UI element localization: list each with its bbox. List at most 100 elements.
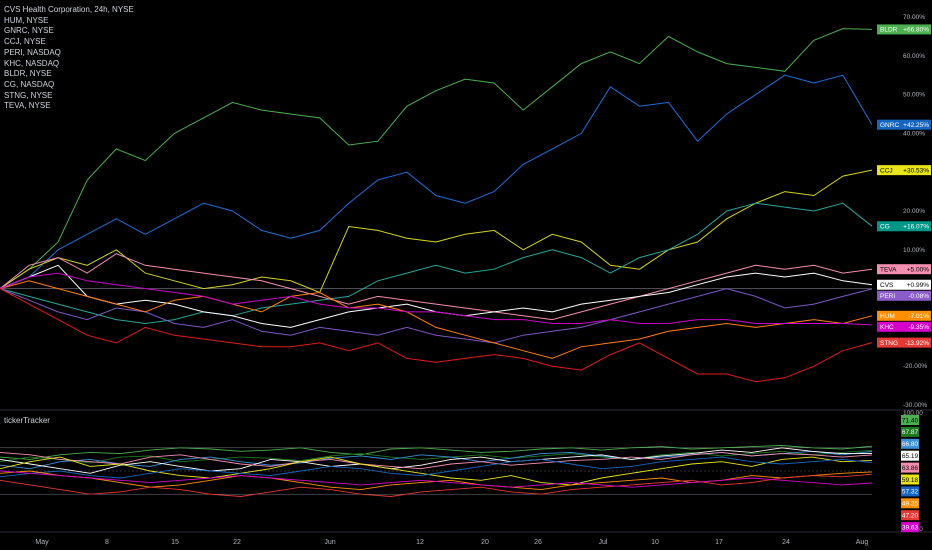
indicator-y-tick: 100.00 (903, 410, 923, 417)
ticker-badge (877, 24, 901, 35)
legend-item[interactable]: CG, NASDAQ (4, 79, 55, 89)
indicator-line[interactable] (0, 445, 873, 460)
value-badge (901, 221, 931, 232)
ticker-label: CVS (880, 282, 894, 289)
series-line-hum[interactable] (0, 280, 873, 359)
x-tick-label: 20 (481, 539, 489, 546)
legend-item[interactable]: HUM, NYSE (4, 15, 49, 25)
indicator-badge (901, 462, 919, 473)
indicator-badge (901, 522, 919, 533)
indicator-line[interactable] (0, 456, 873, 486)
y-tick-label: 20.00% (903, 208, 925, 215)
indicator-badge-label: 67.87 (902, 429, 919, 436)
indicator-line[interactable] (0, 470, 873, 488)
ticker-badge (877, 221, 901, 232)
indicator-value-tag[interactable]: 71.40 (901, 415, 919, 425)
value-label: +16.07% (903, 224, 929, 231)
x-tick-label: 22 (233, 539, 241, 546)
indicator-badge (901, 415, 919, 425)
ticker-label: HUM (880, 313, 895, 320)
series-line-khc[interactable] (0, 272, 873, 326)
indicator-value-tag[interactable]: 67.87 (901, 426, 919, 437)
legend-item[interactable]: STNG, NYSE (4, 90, 53, 100)
y-tick-label: -20.00% (903, 363, 927, 370)
y-tick-label: 40.00% (903, 130, 925, 137)
ticker-badge (877, 337, 901, 348)
value-badge (901, 264, 931, 275)
x-tick-label: 17 (715, 539, 723, 546)
series-line-cg[interactable] (0, 202, 873, 325)
value-badge (901, 24, 931, 35)
indicator-title[interactable]: tickerTracker (4, 416, 50, 425)
y-tick-label: 70.00% (903, 14, 925, 21)
price-tag-hum[interactable]: HUM -7.01% (877, 310, 931, 321)
indicator-line[interactable] (0, 447, 873, 474)
series-line-teva[interactable] (0, 253, 873, 321)
y-tick-label: 10.00% (903, 247, 925, 254)
series-line-stng[interactable] (0, 288, 873, 383)
y-tick-label: 60.00% (903, 53, 925, 60)
price-tag-ccj[interactable]: CCJ +30.53% (877, 165, 931, 176)
ticker-label: KHC (880, 324, 894, 331)
indicator-line[interactable] (0, 473, 873, 497)
indicator-line[interactable] (0, 470, 873, 491)
legend: CVS Health Corporation, 24h, NYSE HUM, N… (4, 5, 134, 112)
ticker-badge (877, 321, 901, 332)
series-line-gnrc[interactable] (0, 74, 873, 290)
series-line-bldr[interactable] (0, 28, 873, 290)
indicator-badge-label: 66.80 (902, 441, 919, 448)
price-tag-khc[interactable]: KHC -9.35% (877, 321, 931, 332)
indicator-badge-label: 59.18 (902, 477, 919, 484)
value-label: +5.00% (907, 267, 929, 274)
price-tag-cg[interactable]: CG +16.07% (877, 221, 931, 232)
ticker-label: PERI (880, 293, 895, 300)
series-line-ccj[interactable] (0, 169, 873, 294)
legend-item-main[interactable]: CVS Health Corporation, 24h, NYSE (4, 5, 134, 14)
ticker-badge (877, 290, 901, 301)
x-tick-label: 26 (534, 539, 542, 546)
value-badge (901, 321, 931, 332)
indicator-value-tag[interactable]: 63.86 (901, 462, 919, 473)
indicator-line[interactable] (0, 451, 873, 470)
legend-item[interactable]: GNRC, NYSE (4, 26, 54, 36)
indicator-badge-label: 57.32 (902, 489, 919, 496)
value-label: -13.92% (905, 340, 929, 347)
value-badge (901, 279, 931, 290)
indicator-pane (0, 445, 873, 497)
main-pane (0, 28, 873, 383)
axes: 70.00%60.00%50.00%40.00%30.00%20.00%10.0… (0, 14, 932, 546)
legend-item[interactable]: TEVA, NYSE (4, 101, 51, 111)
price-tag-teva[interactable]: TEVA +5.00% (877, 264, 931, 275)
ticker-label: BLDR (880, 27, 898, 34)
indicator-badge (901, 498, 919, 509)
indicator-value-tag[interactable]: 47.20 (901, 510, 919, 521)
legend-item[interactable]: PERI, NASDAQ (4, 47, 61, 57)
series-line-cvs[interactable] (0, 264, 873, 328)
price-tag-peri[interactable]: PERI -0.08% (877, 290, 931, 301)
indicator-badge (901, 510, 919, 521)
legend-item[interactable]: KHC, NASDAQ (4, 58, 60, 68)
legend-item[interactable]: BLDR, NYSE (4, 69, 52, 79)
ticker-label: GNRC (880, 122, 899, 129)
indicator-line[interactable] (0, 456, 873, 479)
indicator-value-tag[interactable]: 39.63 (901, 522, 919, 533)
indicator-value-tag[interactable]: 65.19 (901, 450, 919, 461)
indicator-badge-label: 63.86 (902, 465, 919, 472)
legend-item[interactable]: CCJ, NYSE (4, 37, 46, 47)
indicator-badge (901, 438, 919, 449)
price-tag-gnrc[interactable]: GNRC +42.25% (877, 119, 931, 130)
value-badge (901, 310, 931, 321)
indicator-value-tag[interactable]: 49.25 (901, 498, 919, 509)
ticker-badge (877, 310, 901, 321)
x-tick-label: 15 (171, 539, 179, 546)
price-tag-bldr[interactable]: BLDR +66.80% (877, 24, 931, 35)
value-label: +66.80% (903, 27, 929, 34)
price-tag-cvs[interactable]: CVS +0.99% (877, 279, 931, 290)
indicator-line[interactable] (0, 449, 873, 464)
ticker-label: CCJ (880, 167, 893, 174)
indicator-value-tag[interactable]: 57.32 (901, 486, 919, 497)
indicator-value-tag[interactable]: 66.80 (901, 438, 919, 449)
indicator-badge-label: 39.63 (902, 524, 919, 531)
indicator-value-tag[interactable]: 59.18 (901, 474, 919, 485)
price-tag-stng[interactable]: STNG -13.92% (877, 337, 931, 348)
